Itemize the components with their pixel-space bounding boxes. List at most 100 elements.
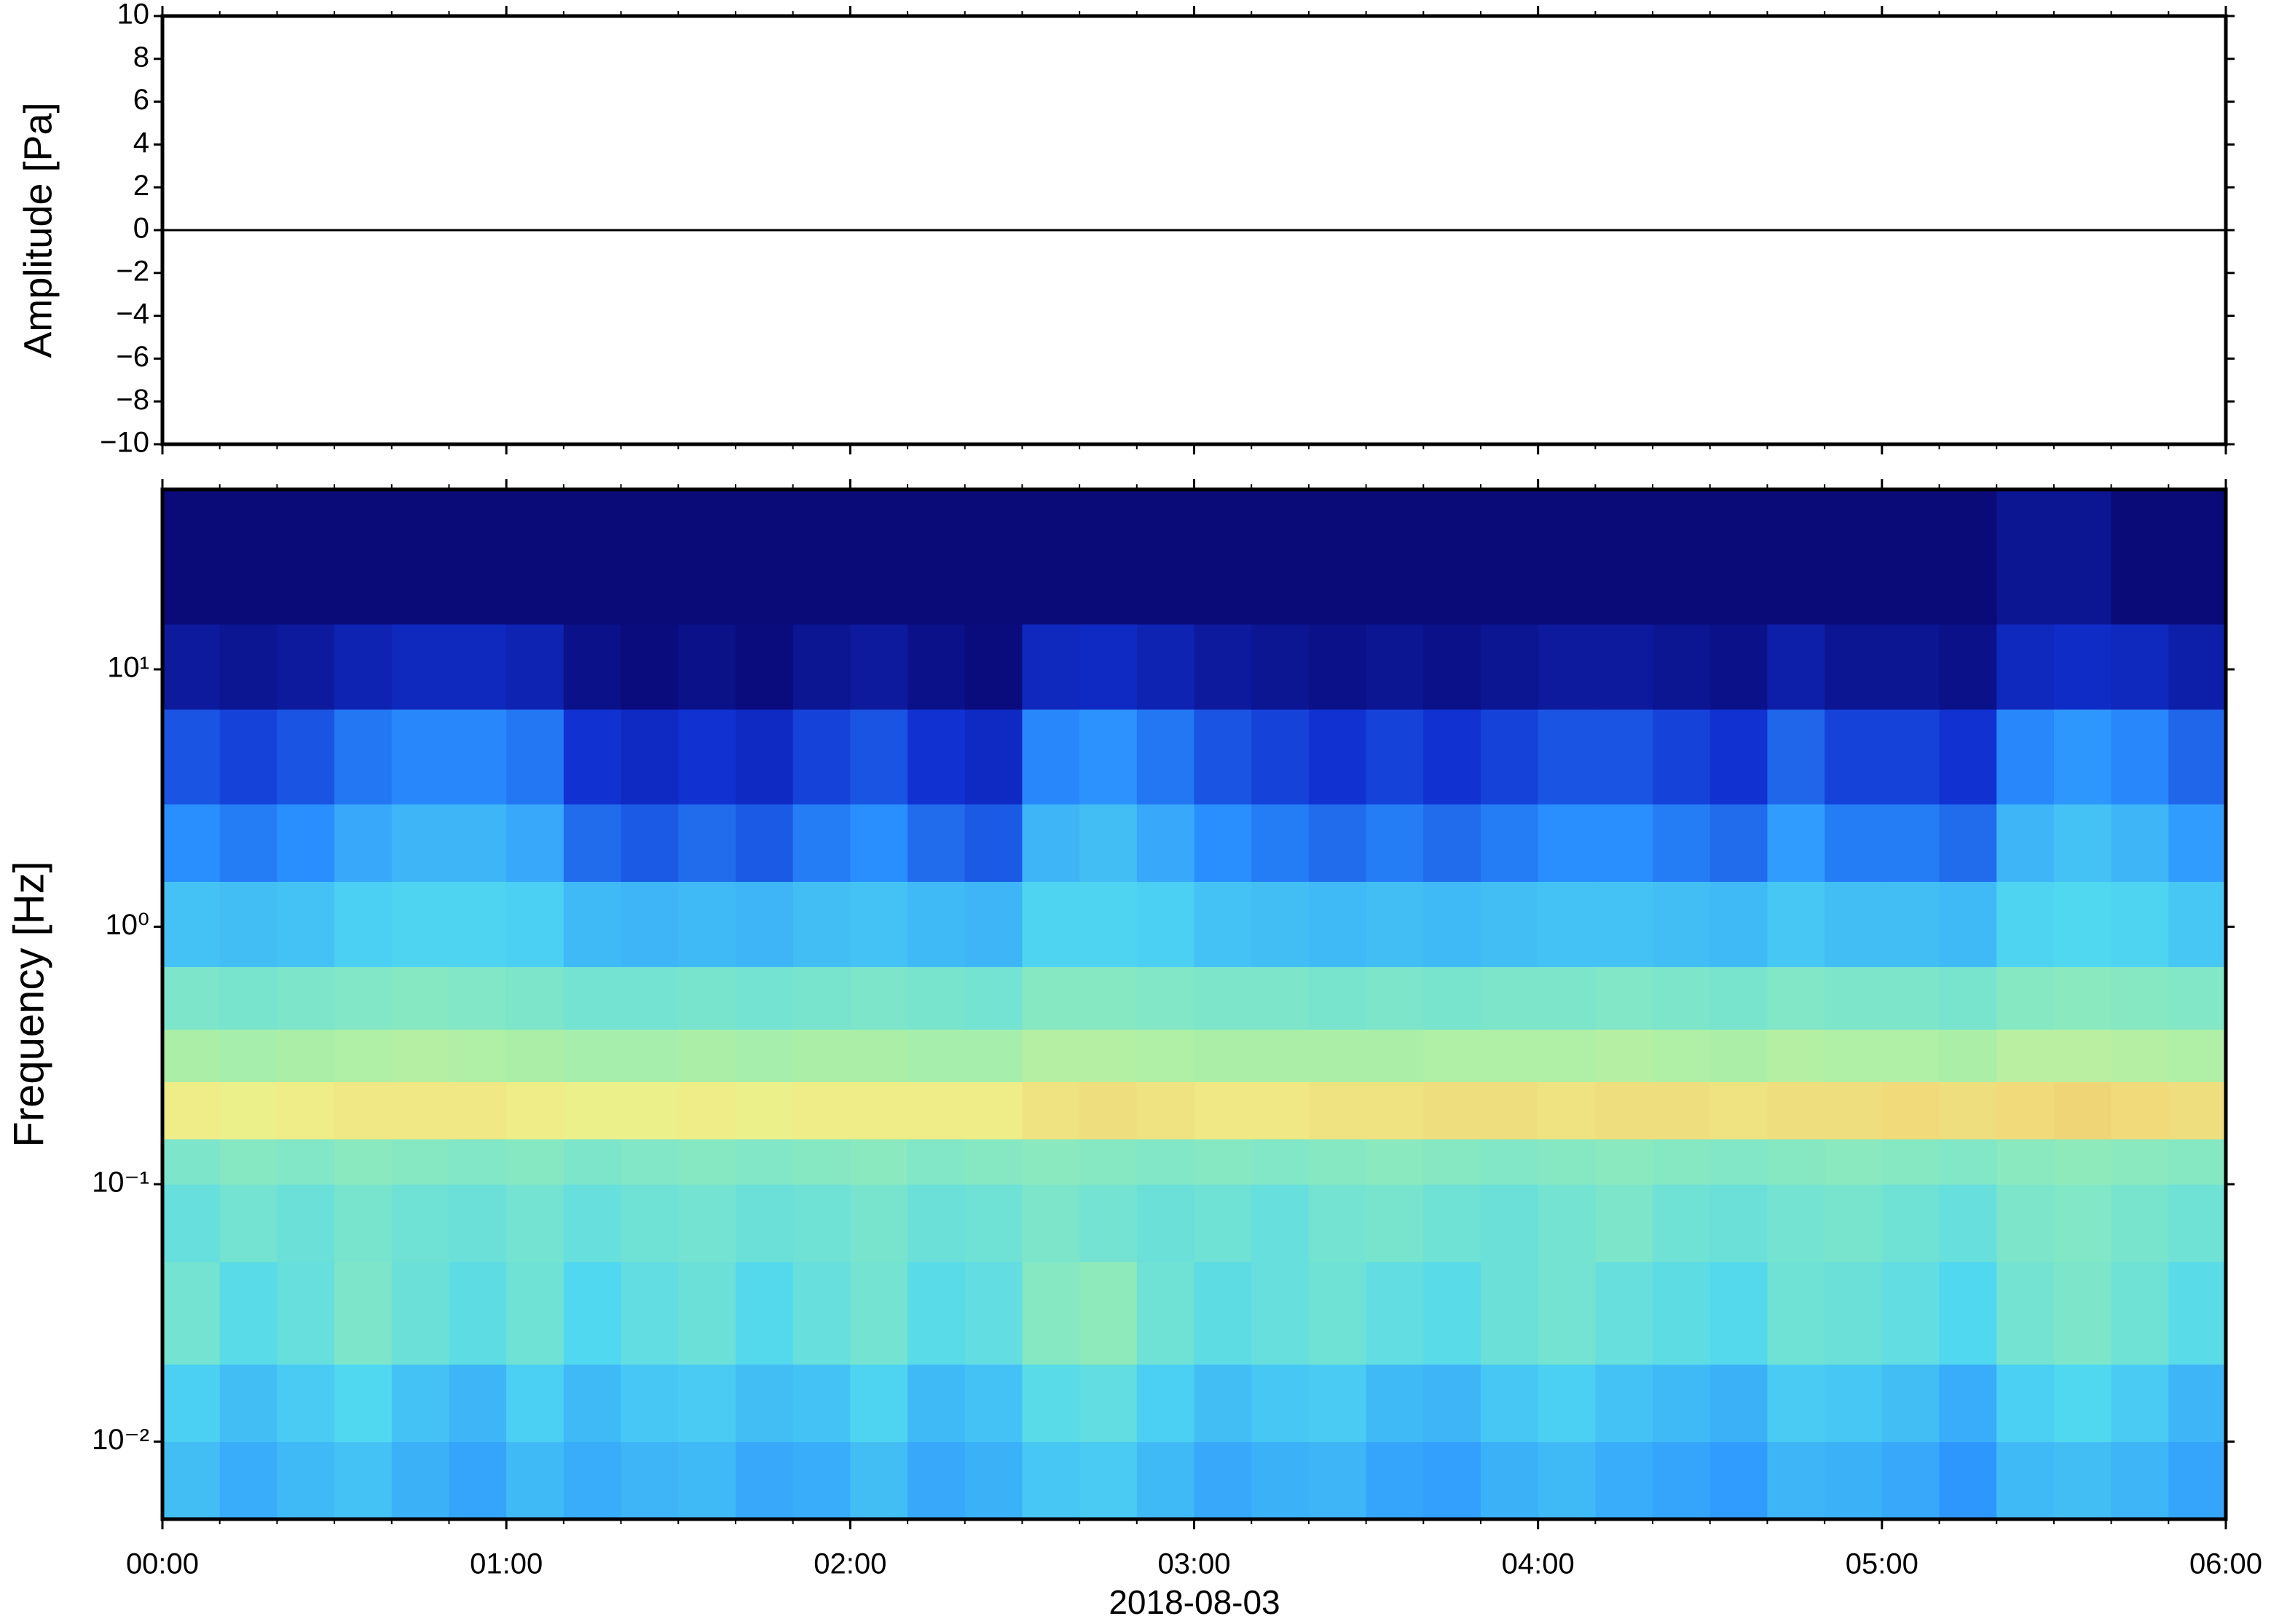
spectrogram-cell bbox=[391, 966, 450, 1030]
spectrogram-cell bbox=[850, 966, 908, 1030]
spectrogram-cell bbox=[1136, 966, 1195, 1030]
spectrogram-cell bbox=[1881, 623, 1940, 710]
spectrogram-cell bbox=[2053, 966, 2112, 1030]
spectrogram-cell bbox=[506, 1261, 564, 1365]
spectrogram-cell bbox=[1194, 1138, 1252, 1185]
spectrogram-cell bbox=[850, 803, 908, 882]
spectrogram-cell bbox=[621, 881, 679, 967]
spectrogram-cell bbox=[1538, 1138, 1596, 1185]
spectrogram-cell bbox=[1079, 489, 1138, 625]
spectrogram-cell bbox=[678, 623, 736, 710]
spectrogram-cell bbox=[334, 1364, 393, 1443]
spectrogram-cell bbox=[1308, 1081, 1367, 1140]
y-tick-label: 10 bbox=[117, 0, 150, 31]
spectrogram-cell bbox=[1423, 1029, 1481, 1083]
spectrogram-cell bbox=[391, 709, 450, 805]
spectrogram-cell bbox=[735, 489, 794, 625]
spectrogram-cell bbox=[1022, 1441, 1080, 1520]
spectrogram-cell bbox=[850, 881, 908, 967]
spectrogram-cell bbox=[1825, 1441, 1883, 1520]
spectrogram-cell bbox=[1251, 709, 1310, 805]
spectrogram-cell bbox=[1366, 1184, 1424, 1263]
spectrogram-cell bbox=[735, 803, 794, 882]
spectrogram-cell bbox=[964, 881, 1023, 967]
spectrogram-cell bbox=[391, 1261, 450, 1365]
spectrogram-cell bbox=[1881, 803, 1940, 882]
spectrogram-cell bbox=[621, 1029, 679, 1083]
spectrogram-cell bbox=[1653, 1364, 1711, 1443]
spectrogram-cell bbox=[1136, 881, 1195, 967]
spectrogram-cell bbox=[1308, 709, 1367, 805]
spectrogram-cell bbox=[2168, 1184, 2227, 1263]
spectrogram-cell bbox=[506, 881, 564, 967]
spectrogram-cell bbox=[277, 966, 335, 1030]
spectrogram-cell bbox=[1653, 1029, 1711, 1083]
spectrogram-cell bbox=[2053, 1081, 2112, 1140]
spectrogram-cell bbox=[1194, 623, 1252, 710]
spectrogram-cell bbox=[1366, 803, 1424, 882]
spectrogram-cell bbox=[1595, 966, 1653, 1030]
spectrogram-cell bbox=[1996, 1029, 2055, 1083]
spectrogram-cell bbox=[391, 881, 450, 967]
spectrogram-cell bbox=[850, 1029, 908, 1083]
spectrogram-cell bbox=[1767, 966, 1825, 1030]
y-axis-title: Amplitude [Pa] bbox=[16, 102, 60, 358]
spectrogram-cell bbox=[1939, 881, 1997, 967]
spectrogram-cell bbox=[1595, 881, 1653, 967]
spectrogram-cell bbox=[1480, 1029, 1539, 1083]
spectrogram-cell bbox=[1022, 881, 1080, 967]
spectrogram-cell bbox=[1251, 803, 1310, 882]
spectrogram-cell bbox=[1136, 1184, 1195, 1263]
spectrogram-cell bbox=[2053, 1441, 2112, 1520]
spectrogram-cell bbox=[2111, 1081, 2169, 1140]
spectrogram-cell bbox=[1480, 1261, 1539, 1365]
spectrogram-cell bbox=[621, 1364, 679, 1443]
spectrogram-cell bbox=[908, 881, 966, 967]
spectrogram-cell bbox=[1825, 1364, 1883, 1443]
spectrogram-cell bbox=[1538, 1364, 1596, 1443]
spectrogram-cell bbox=[792, 1081, 851, 1140]
spectrogram-cell bbox=[391, 1364, 450, 1443]
spectrogram-cell bbox=[1366, 966, 1424, 1030]
spectrogram-cell bbox=[1423, 1138, 1481, 1185]
spectrogram-cell bbox=[908, 1081, 966, 1140]
spectrogram-cell bbox=[1079, 803, 1138, 882]
spectrogram-cell bbox=[678, 881, 736, 967]
spectrogram-cell bbox=[1709, 489, 1768, 625]
spectrogram-cell bbox=[1996, 966, 2055, 1030]
spectrogram-cell bbox=[1194, 966, 1252, 1030]
spectrogram-cell bbox=[2111, 489, 2169, 625]
spectrogram-cell bbox=[334, 709, 393, 805]
spectrogram-cell bbox=[1939, 623, 1997, 710]
spectrogram-cell bbox=[964, 803, 1023, 882]
spectrogram-cell bbox=[678, 489, 736, 625]
spectrogram-cell bbox=[908, 1261, 966, 1365]
spectrogram-cell bbox=[1709, 1138, 1768, 1185]
spectrogram-cell bbox=[1194, 1184, 1252, 1263]
spectrogram-cell bbox=[2111, 1441, 2169, 1520]
spectrogram-cell bbox=[1480, 803, 1539, 882]
spectrogram-cell bbox=[219, 1261, 278, 1365]
spectrogram-cell bbox=[1079, 623, 1138, 710]
spectrogram-cell bbox=[2168, 709, 2227, 805]
spectrogram-cell bbox=[1480, 489, 1539, 625]
spectrogram-cell bbox=[1308, 881, 1367, 967]
spectrogram-cell bbox=[1996, 709, 2055, 805]
spectrogram-cell bbox=[1767, 1029, 1825, 1083]
spectrogram-cell bbox=[964, 489, 1023, 625]
spectrogram-cell bbox=[1251, 881, 1310, 967]
spectrogram-cell bbox=[162, 1364, 221, 1443]
spectrogram-cell bbox=[850, 1441, 908, 1520]
spectrogram-cell bbox=[563, 709, 622, 805]
spectrogram-cell bbox=[621, 966, 679, 1030]
spectrogram-cell bbox=[1767, 1081, 1825, 1140]
spectrogram-cell bbox=[2053, 1364, 2112, 1443]
spectrogram-cell bbox=[1767, 623, 1825, 710]
spectrogram-cell bbox=[2168, 623, 2227, 710]
spectrogram-cell bbox=[1423, 623, 1481, 710]
spectrogram-cell bbox=[2168, 1364, 2227, 1443]
spectrogram-cell bbox=[334, 1138, 393, 1185]
spectrogram-cell bbox=[1709, 1029, 1768, 1083]
spectrogram-cell bbox=[1653, 623, 1711, 710]
spectrogram-cell bbox=[162, 623, 221, 710]
